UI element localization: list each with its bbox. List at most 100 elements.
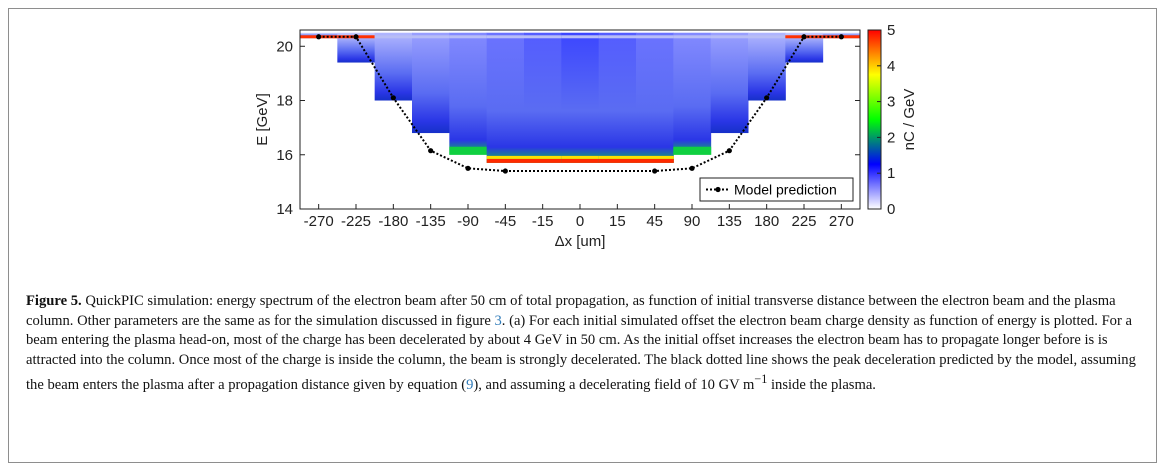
- top-band: [412, 35, 450, 39]
- x-tick-label: 0: [576, 213, 584, 230]
- heatmap-column: [374, 32, 413, 101]
- model-prediction-point: [801, 34, 807, 40]
- x-tick-label: 180: [754, 213, 779, 230]
- colorbar-tick-label: 5: [887, 22, 895, 39]
- y-tick-label: 18: [276, 93, 293, 110]
- peak-band: [636, 158, 674, 163]
- x-tick-label: 225: [791, 213, 816, 230]
- heatmap-cell: [412, 32, 450, 134]
- model-prediction-point: [764, 95, 770, 101]
- model-prediction-line: [316, 34, 844, 174]
- model-prediction-point: [726, 148, 732, 154]
- y-tick-label: 14: [276, 201, 293, 218]
- legend-marker-sample: [715, 186, 721, 193]
- figure-reference-link[interactable]: 3: [494, 312, 502, 329]
- x-tick-label: -180: [378, 213, 408, 230]
- heatmap-cell: [486, 32, 525, 163]
- peak-band: [673, 146, 712, 155]
- top-band: [374, 35, 413, 39]
- heatmap-column: [636, 32, 674, 163]
- heatmap-column: [561, 32, 600, 163]
- heatmap-column: [524, 32, 562, 163]
- legend: Model prediction: [699, 177, 854, 202]
- figure-label: Figure 5.: [26, 293, 82, 309]
- model-prediction-point: [838, 34, 844, 40]
- heatmap-column: [486, 32, 525, 163]
- x-tick-label: 90: [684, 213, 701, 230]
- x-tick-label: -270: [304, 213, 334, 230]
- unit-superscript: −1: [754, 372, 768, 386]
- caption-text-1: QuickPIC simulation: energy spectrum of …: [26, 293, 1116, 329]
- x-tick-label: -135: [416, 213, 446, 230]
- peak-band: [449, 146, 488, 155]
- y-tick-label: 16: [276, 147, 293, 164]
- x-tick-label: -15: [532, 213, 554, 230]
- y-axis-label: E [GeV]: [254, 93, 271, 146]
- top-band: [561, 35, 600, 39]
- colorbar-tick-label: 2: [887, 129, 895, 146]
- peak-band: [524, 158, 562, 163]
- colorbar-tick-label: 1: [887, 165, 895, 182]
- plot-axes: 14 16 18 20 -270 -225 -180 -135 -90 -45 -15 0 15 45 90…: [254, 29, 861, 250]
- model-prediction-point: [316, 34, 322, 40]
- colorbar: 0 1 2 3 4 5 nC / GeV: [867, 22, 918, 218]
- top-band: [710, 35, 749, 39]
- top-band: [486, 35, 525, 39]
- heatmap-column: [748, 32, 786, 101]
- caption-text-3: ), and assuming a decelerating field of …: [473, 376, 755, 393]
- peak-band: [561, 158, 600, 163]
- top-band: [524, 35, 562, 39]
- colorbar-tick-label: 4: [887, 58, 895, 75]
- top-band: [636, 35, 674, 39]
- colorbar-tick-label: 0: [887, 201, 895, 218]
- model-prediction-point: [465, 165, 471, 171]
- top-band: [748, 35, 786, 39]
- legend-box: [699, 177, 854, 202]
- colorbar-tick-label: 3: [887, 94, 895, 111]
- heatmap-cell: [748, 32, 786, 101]
- peak-band: [486, 155, 525, 159]
- model-prediction-point: [502, 168, 508, 174]
- x-tick-label: 45: [646, 213, 663, 230]
- peak-band: [598, 155, 637, 159]
- peak-band: [524, 155, 562, 159]
- model-prediction-point: [652, 168, 658, 174]
- heatmap-columns: [300, 32, 861, 163]
- x-tick-label: -45: [494, 213, 516, 230]
- heatmap-column: [710, 32, 749, 134]
- heatmap-cell: [598, 32, 637, 163]
- top-band: [449, 35, 488, 39]
- heatmap-cell: [673, 32, 712, 155]
- heatmap-column: [412, 32, 450, 134]
- figure-caption: Figure 5. QuickPIC simulation: energy sp…: [26, 292, 1141, 395]
- heatmap-column: [598, 32, 637, 163]
- heatmap-cell: [374, 32, 413, 101]
- top-band: [598, 35, 637, 39]
- equation-reference-link[interactable]: 9: [466, 376, 474, 393]
- caption-text-2: . (a) For each initial simulated offset …: [26, 312, 1136, 393]
- colorbar-gradient: [867, 29, 882, 210]
- peak-band: [598, 158, 637, 163]
- x-tick-label: 15: [609, 213, 626, 230]
- heatmap-cell: [524, 32, 562, 163]
- heatmap-cell: [710, 32, 749, 134]
- figure-frame: [8, 8, 1157, 463]
- peak-band: [636, 155, 674, 159]
- heatmap-column: [449, 32, 488, 155]
- heatmap-cell: [449, 32, 488, 155]
- legend-label: Model prediction: [734, 182, 837, 198]
- y-tick-label: 20: [276, 38, 293, 55]
- model-prediction-point: [390, 95, 396, 101]
- x-tick-label: 270: [829, 213, 854, 230]
- model-prediction-point: [353, 34, 359, 40]
- x-tick-label: 135: [717, 213, 742, 230]
- x-axis-label: Δx [um]: [555, 233, 606, 250]
- heatmap-cell: [561, 32, 600, 163]
- peak-band: [486, 158, 525, 163]
- model-prediction-point: [428, 148, 434, 154]
- model-prediction-point: [689, 165, 695, 171]
- x-tick-label: -225: [341, 213, 371, 230]
- model-prediction-path: [318, 35, 842, 173]
- x-tick-label: -90: [457, 213, 479, 230]
